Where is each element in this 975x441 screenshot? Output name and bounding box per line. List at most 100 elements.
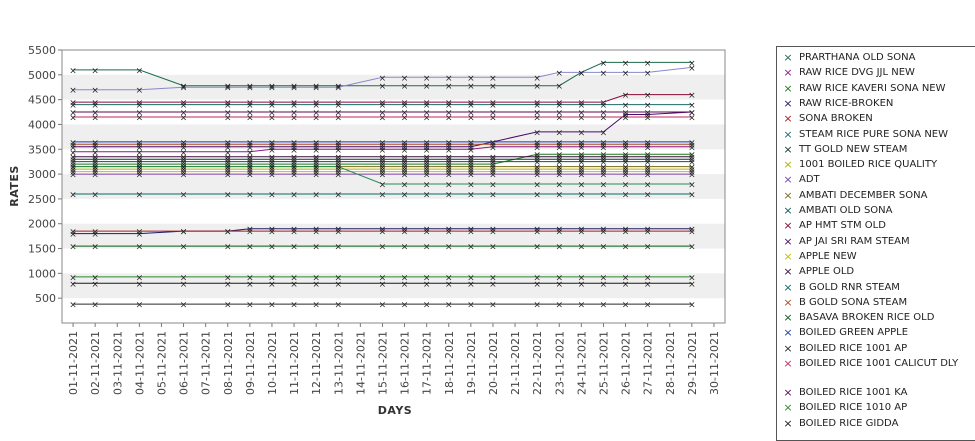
data-point-0: × (401, 82, 409, 92)
x-tick-label: 18-11-2021 (443, 331, 456, 395)
y-tick-label: 3500 (28, 143, 56, 156)
legend-item: × 1001 BOILED RICE QUALITY (777, 159, 975, 170)
data-point-extra-0: × (467, 74, 475, 84)
data-point-15: × (290, 190, 298, 200)
data-point-12: × (489, 138, 497, 148)
legend-marker-icon: × (783, 219, 793, 233)
data-point-15: × (69, 190, 77, 200)
data-point-17: × (379, 243, 387, 253)
data-point-17: × (91, 243, 99, 253)
data-point-18: × (246, 138, 254, 148)
data-point-17: × (290, 243, 298, 253)
data-point-6: × (246, 156, 254, 166)
legend-marker-icon: × (783, 249, 793, 263)
data-point-extra-0: × (445, 74, 453, 84)
data-point-5: × (180, 101, 188, 111)
data-point-7: × (69, 166, 77, 176)
data-point-0: × (622, 59, 630, 69)
data-point-8: × (467, 171, 475, 181)
data-point-3: × (268, 225, 276, 235)
data-point-11: × (246, 99, 254, 109)
data-point-extra-0: × (246, 84, 254, 94)
data-point-8: × (445, 171, 453, 181)
data-point-16: × (334, 141, 342, 151)
data-point-22: × (600, 273, 608, 283)
data-point-1: × (688, 143, 696, 153)
data-point-7: × (136, 166, 144, 176)
y-tick-label: 3000 (28, 168, 56, 181)
data-point-8: × (268, 171, 276, 181)
data-point-15: × (555, 190, 563, 200)
legend-marker-icon: × (783, 173, 793, 187)
legend-marker-icon: × (783, 66, 793, 80)
data-point-7: × (489, 166, 497, 176)
data-point-21: × (423, 109, 431, 119)
data-point-6: × (688, 156, 696, 166)
data-point-5: × (622, 101, 630, 111)
data-point-12: × (423, 143, 431, 153)
data-point-14: × (578, 153, 586, 163)
data-point-17: × (246, 243, 254, 253)
data-point-3: × (91, 230, 99, 240)
data-point-1: × (268, 146, 276, 156)
data-point-12: × (644, 111, 652, 121)
data-point-22: × (290, 273, 298, 283)
data-point-3: × (136, 230, 144, 240)
data-point-14: × (622, 153, 630, 163)
data-point-11: × (467, 99, 475, 109)
data-point-6: × (445, 156, 453, 166)
data-point-23: × (224, 280, 232, 290)
data-point-17: × (555, 243, 563, 253)
data-point-1: × (224, 148, 232, 158)
legend-item: × TT GOLD NEW STEAM (777, 144, 975, 155)
data-point-22: × (688, 273, 696, 283)
data-point-9: × (489, 163, 497, 173)
grid-band (62, 223, 725, 249)
data-point-21: × (688, 109, 696, 119)
data-point-8: × (224, 171, 232, 181)
data-point-extra-1: × (555, 181, 563, 191)
data-point-1: × (69, 148, 77, 158)
data-point-22: × (401, 273, 409, 283)
data-point-7: × (533, 166, 541, 176)
data-point-13: × (489, 168, 497, 178)
data-point-21: × (91, 109, 99, 119)
data-point-extra-1: × (69, 163, 77, 173)
data-point-20: × (533, 114, 541, 124)
data-point-3: × (312, 225, 320, 235)
x-tick-label: 26-11-2021 (620, 331, 633, 395)
legend-item: × BOILED GREEN APPLE (777, 327, 975, 338)
legend-item: × BOILED RICE 1001 CALICUT DLY (777, 358, 975, 369)
data-point-8: × (312, 171, 320, 181)
data-point-8: × (533, 171, 541, 181)
data-point-4: × (268, 228, 276, 238)
data-point-19: × (578, 301, 586, 311)
data-point-13: × (445, 168, 453, 178)
data-point-22: × (312, 273, 320, 283)
data-point-12: × (688, 109, 696, 119)
data-point-extra-1: × (334, 163, 342, 173)
data-point-0: × (379, 82, 387, 92)
data-point-15: × (467, 190, 475, 200)
data-point-extra-1: × (379, 181, 387, 191)
data-point-10: × (622, 158, 630, 168)
data-point-9: × (379, 163, 387, 173)
data-point-16: × (600, 141, 608, 151)
data-point-1: × (334, 146, 342, 156)
data-point-3: × (290, 225, 298, 235)
data-point-21: × (224, 109, 232, 119)
data-point-21: × (467, 109, 475, 119)
data-point-19: × (91, 301, 99, 311)
data-point-16: × (180, 141, 188, 151)
data-point-6: × (555, 156, 563, 166)
data-point-10: × (489, 158, 497, 168)
data-point-19: × (246, 301, 254, 311)
legend-item: × B GOLD SONA STEAM (777, 297, 975, 308)
data-point-3: × (489, 225, 497, 235)
data-point-15: × (688, 190, 696, 200)
x-tick-label: 23-11-2021 (553, 331, 566, 395)
x-tick-label: 08-11-2021 (222, 331, 235, 395)
data-point-4: × (91, 228, 99, 238)
data-point-1: × (533, 143, 541, 153)
data-point-9: × (180, 163, 188, 173)
